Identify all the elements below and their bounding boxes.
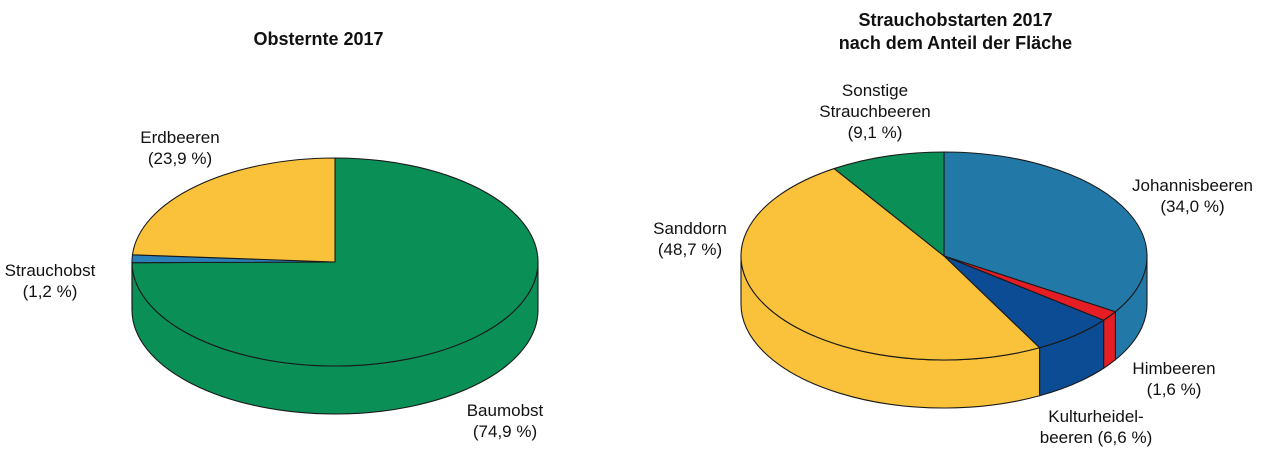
slice-label-himbeeren: Himbeeren (1,6 %): [1119, 358, 1229, 400]
slice-label-value: (74,9 %): [472, 422, 538, 441]
slice-label-name2: Strauchbeeren: [819, 102, 931, 121]
slice-label-johannisbeeren: Johannisbeeren (34,0 %): [1115, 175, 1270, 217]
slice-label-name: Johannisbeeren: [1132, 176, 1253, 195]
slice-label-value: (23,9 %): [147, 149, 213, 168]
chart-title-line1: Strauchobstarten 2017: [858, 10, 1053, 30]
pie-side-himbeeren: [1103, 311, 1116, 369]
slice-label-name: Erdbeeren: [140, 128, 220, 147]
slice-label-strauchobst: Strauchobst (1,2 %): [0, 260, 100, 302]
slice-label-value: (48,7 %): [657, 240, 723, 259]
slice-label-name: Baumobst: [466, 401, 544, 420]
pie-slice-sanddorn: [740, 167, 1041, 361]
pie-slice-erdbeeren: [131, 157, 336, 263]
slice-label-value: (1,6 %): [1146, 380, 1202, 399]
slice-label-erdbeeren: Erdbeeren (23,9 %): [105, 127, 255, 169]
slice-label-sanddorn: Sanddorn (48,7 %): [645, 218, 735, 260]
chart-subtitle: nach dem Anteil der Fläche: [838, 33, 1073, 53]
slice-label-value: (9,1 %): [847, 123, 903, 142]
chart-title: Strauchobstarten 2017 nach dem Anteil de…: [637, 9, 1274, 55]
slice-label-sonstige: Sonstige Strauchbeeren (9,1 %): [805, 80, 945, 143]
pie-slice-johannisbeeren: [943, 151, 1148, 313]
slice-label-baumobst: Baumobst (74,9 %): [440, 400, 570, 442]
slice-label-name: Himbeeren: [1132, 359, 1216, 378]
pie-3d-obsternte: [131, 157, 539, 415]
pie-chart-obsternte: Obsternte 2017 Erdbeeren (23,9 %) Strauc…: [0, 29, 570, 442]
slice-label-name2: beeren: [1039, 428, 1093, 447]
slice-label-value-combined: beeren (6,6 %): [1021, 427, 1171, 448]
slice-label-value: (1,2 %): [22, 282, 78, 301]
chart-title: Obsternte 2017: [253, 29, 384, 49]
pie-3d-strauchobstarten: [740, 151, 1148, 409]
slice-label-value: (6,6 %): [1097, 428, 1153, 447]
slice-label-value: (34,0 %): [1160, 197, 1225, 216]
slice-label-name: Sonstige: [841, 81, 909, 100]
slice-label-name: Strauchobst: [4, 261, 96, 280]
slice-label-name: Kulturheidel-: [1048, 407, 1144, 426]
pie-slice-sonstige: [833, 151, 945, 257]
slice-label-name: Sanddorn: [653, 219, 727, 238]
pie-chart-strauchobstarten: Strauchobstarten 2017 nach dem Anteil de…: [637, 0, 1274, 449]
slice-label-kulturheidelbeeren: Kulturheidel- beeren (6,6 %): [1021, 406, 1171, 448]
